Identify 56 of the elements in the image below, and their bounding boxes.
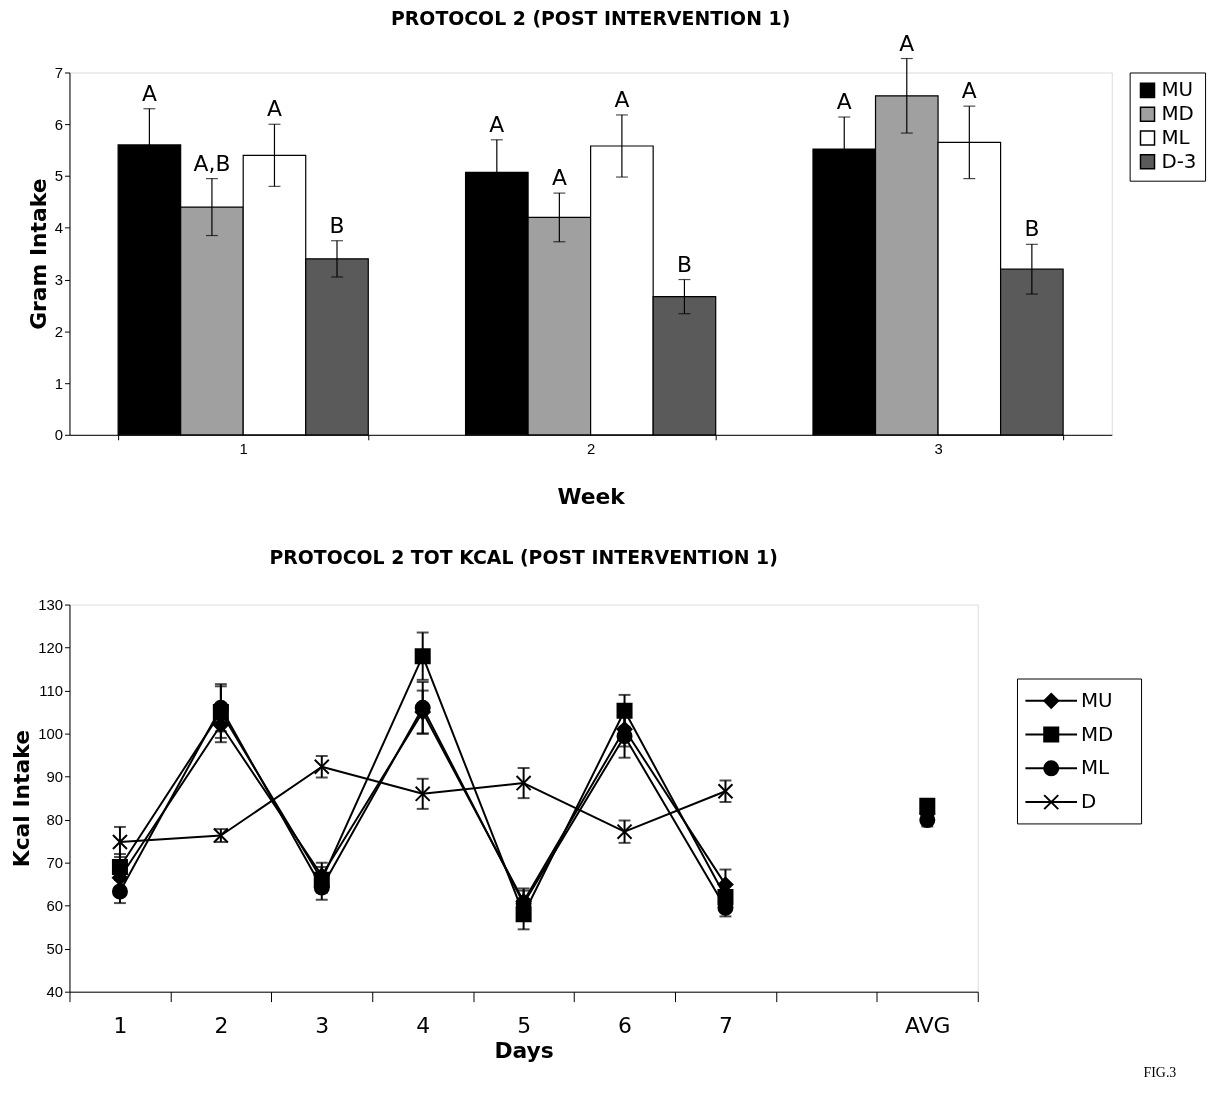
x-tick-label: 4	[416, 1012, 431, 1038]
y-tick-label: 6	[54, 116, 64, 133]
legend-label: ML	[1081, 756, 1110, 780]
caption: FIG.3	[1143, 1065, 1177, 1081]
x-tick-label: 6	[618, 1012, 632, 1038]
y-tick-label: 0	[54, 427, 64, 444]
x-tick-label: AVG	[905, 1012, 951, 1038]
y-tick-label: 100	[38, 726, 64, 743]
x-tick-label: 1	[239, 441, 248, 458]
y-tick-label: 130	[38, 597, 64, 614]
data-label: A	[961, 78, 977, 104]
chart-title: PROTOCOL 2 (POST INTERVENTION 1)	[391, 6, 791, 29]
y-tick-label: 5	[54, 168, 64, 185]
y-tick-label: 4	[54, 220, 64, 237]
chart-title: PROTOCOL 2 TOT KCAL (POST INTERVENTION 1)	[269, 545, 778, 568]
legend-label: D-3	[1161, 149, 1197, 173]
x-tick-label: 2	[214, 1012, 229, 1038]
legend-label: MU	[1161, 78, 1194, 102]
y-tick-label: 50	[46, 941, 64, 958]
legend-label: MU	[1081, 688, 1113, 712]
data-label: A,B	[193, 150, 231, 176]
y-tick-label: 120	[38, 640, 64, 657]
data-label: B	[1024, 216, 1040, 242]
y-tick-label: 7	[54, 64, 64, 81]
legend-label: ML	[1161, 125, 1190, 149]
data-label: A	[267, 96, 282, 122]
y-tick-label: 40	[46, 984, 64, 1001]
x-tick-label: 1	[113, 1012, 128, 1038]
y-axis-title: Gram Intake	[25, 178, 51, 330]
data-label: B	[329, 212, 345, 238]
y-tick-label: 3	[54, 272, 64, 288]
x-tick-label: 7	[719, 1012, 733, 1038]
y-tick-label: 70	[46, 855, 64, 872]
x-axis-title: Days	[494, 1037, 554, 1063]
data-label: A	[551, 165, 567, 191]
y-tick-label: 1	[54, 375, 64, 392]
y-tick-label: 90	[46, 769, 64, 786]
data-label: A	[489, 111, 505, 137]
y-tick-label: 60	[46, 898, 64, 915]
y-axis-title: Kcal Intake	[9, 730, 35, 868]
x-tick-label: 3	[934, 441, 943, 458]
x-axis-title: Week	[557, 483, 626, 509]
data-label: B	[676, 251, 692, 277]
legend-label: D	[1081, 790, 1097, 814]
y-tick-label: 2	[54, 323, 64, 340]
x-tick-label: 5	[517, 1012, 532, 1038]
legend-label: MD	[1081, 722, 1114, 746]
data-label: A	[899, 30, 915, 56]
data-label: A	[614, 87, 630, 112]
data-label: A	[141, 80, 157, 106]
x-tick-label: 3	[315, 1012, 330, 1038]
y-tick-label: 80	[46, 812, 64, 829]
data-label: A	[836, 89, 852, 115]
x-tick-label: 2	[586, 441, 596, 458]
y-tick-label: 110	[39, 683, 64, 700]
legend-label: MD	[1161, 102, 1194, 126]
